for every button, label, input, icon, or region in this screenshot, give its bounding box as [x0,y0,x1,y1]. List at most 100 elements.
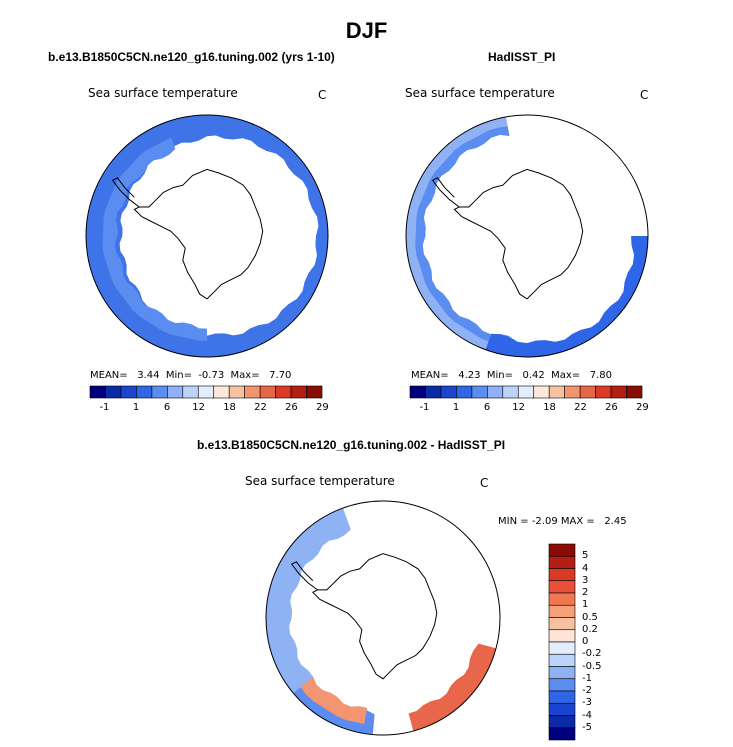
colorbar-tick-label: -1 [99,402,110,413]
colorbar-tick-label: 26 [605,402,618,413]
colorbar-swatch [595,385,612,399]
figure-title: DJF [345,18,388,43]
colorbar-swatch [89,385,106,399]
colorbar-swatch [548,641,576,655]
colorbar-swatch [548,568,576,582]
colorbar-tick-label: 22 [574,402,587,413]
min-value: -2.09 [531,516,558,527]
max-label: Max= [551,370,581,381]
colorbar-swatch [579,385,596,399]
panel-1-colorbar-ticks: -1 1 6 12 18 22 26 29 [90,402,328,416]
colorbar-tick-label: 0 [582,636,589,647]
map-border [405,114,649,358]
panel-1-variable-label: Sea surface temperature [88,86,238,100]
colorbar-swatch [548,702,576,716]
colorbar-swatch [548,617,576,631]
colorbar-tick-label: -0.5 [582,660,602,672]
max-value: 7.80 [589,370,612,381]
antarctica-coastline [453,168,584,300]
panel-2-units-label: C [640,88,649,102]
panel-1-stats: MEAN= 3.44 Min= -0.73 Max= 7.70 [90,370,291,381]
colorbar-swatch [425,385,442,399]
colorbar-tick-label: -5 [582,721,592,733]
antarctica-coastline [311,553,438,680]
panel-2-title: HadISST_PI [488,50,556,64]
colorbar-swatch [259,385,276,399]
peninsula-coastline [431,177,460,208]
colorbar-swatch [213,385,230,399]
colorbar-tick-label: 22 [254,402,267,413]
colorbar-tick-label: 5 [582,550,589,562]
colorbar-swatch [167,385,184,399]
panel-2-colorbar-ticks: -1 1 6 12 18 22 26 29 [410,402,648,416]
colorbar-swatch [517,385,535,399]
colorbar-swatch [548,543,576,557]
colorbar-tick-label: 12 [512,402,525,413]
mean-label: MEAN= [411,370,449,381]
panel-3-title: b.e13.B1850C5CN.ne120_g16.tuning.002 - H… [197,438,506,452]
diff-red-band-right [408,643,500,735]
colorbar-swatch [440,385,457,399]
colorbar-swatch [487,385,504,399]
sst-outer-band [86,115,328,357]
panel-3-colorbar [548,543,576,741]
colorbar-tick-label: 1 [132,402,140,413]
colorbar-tick-label: 18 [543,402,556,413]
colorbar-swatch [548,592,576,606]
colorbar-swatch [548,727,576,741]
colorbar-swatch [564,385,581,399]
colorbar-swatch [456,385,473,399]
colorbar-tick-label: 29 [636,402,649,413]
sst-field [266,501,500,735]
diff-red-band-left [300,676,368,724]
min-label: Min= [165,370,192,381]
sst-mid-band [415,126,510,346]
max-value: 2.45 [604,516,627,527]
panel-3-colorbar-ticks: 5 4 3 2 1 0.5 0.2 0 -0.2 -0.5 -1 -2 -3 -4 -5 [582,544,622,740]
colorbar-swatch [548,715,576,729]
colorbar-tick-label: 4 [582,562,589,574]
colorbar-swatch [548,580,576,594]
panel-3-units-label: C [480,476,489,490]
min-value: 0.42 [522,370,545,381]
min-label: MIN = [498,516,529,527]
colorbar-swatch [548,629,576,643]
colorbar-tick-label: -1 [582,672,592,684]
colorbar-swatch [610,385,627,399]
colorbar-tick-label: 3 [582,574,589,586]
panel-2-stats: MEAN= 4.23 Min= 0.42 Max= 7.80 [411,370,612,381]
colorbar-tick-label: -4 [582,709,592,721]
max-label: Max= [230,370,260,381]
panel-1-colorbar [89,385,323,399]
colorbar-swatch [120,385,137,399]
panel-1-units-label: C [318,88,327,102]
panel-2-variable-label: Sea surface temperature [405,86,555,100]
peninsula-coastline [290,561,318,591]
panel-2-map [405,114,649,358]
colorbar-swatch [548,604,576,618]
max-value: 7.70 [269,370,292,381]
mean-value: 4.23 [458,370,481,381]
colorbar-swatch [502,385,519,399]
map-border [85,114,329,358]
diff-blue-light-band [266,501,351,713]
colorbar-tick-label: -2 [582,685,592,696]
min-label: Min= [486,370,513,381]
colorbar-tick-label: 18 [223,402,236,413]
sst-outer-band [406,115,510,357]
sst-field [86,115,328,357]
colorbar-tick-label: 0.5 [582,611,598,623]
colorbar-swatch [136,385,153,399]
colorbar-swatch [228,385,245,399]
peninsula-coastline [111,177,140,208]
sst-field [406,115,648,357]
colorbar-tick-label: 26 [285,402,298,413]
map-border [265,500,501,736]
mean-value: 3.44 [137,370,160,381]
colorbar-swatch [626,385,643,399]
sst-bottom-band [483,236,648,357]
panel-1-title: b.e13.B1850C5CN.ne120_g16.tuning.002 (yr… [48,50,335,64]
mean-label: MEAN= [90,370,128,381]
min-value: -0.73 [198,370,225,381]
colorbar-tick-label: 1 [582,599,589,611]
